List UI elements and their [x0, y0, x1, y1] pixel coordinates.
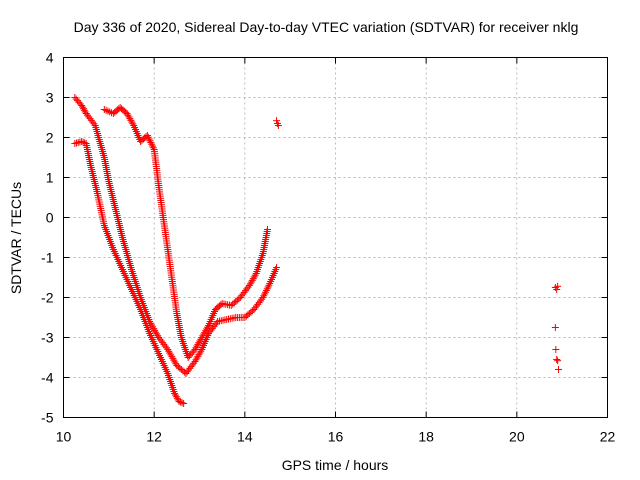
data-point: [148, 321, 156, 329]
data-point: [80, 106, 88, 114]
x-tick-label: 14: [237, 429, 253, 445]
y-tick-label: 4: [46, 50, 54, 66]
data-point: [129, 120, 137, 128]
data-point: [553, 286, 561, 293]
data-point: [165, 347, 173, 355]
y-tick-label: -2: [41, 290, 54, 306]
data-point: [274, 122, 282, 129]
data-point: [166, 349, 174, 357]
data-point: [172, 393, 180, 401]
data-point: [149, 144, 157, 152]
y-tick-label: -4: [41, 370, 54, 386]
data-point: [79, 138, 87, 146]
y-tick-label: -5: [41, 410, 54, 426]
grid: [63, 57, 608, 418]
x-tick-label: 12: [146, 429, 162, 445]
data-point: [265, 281, 273, 289]
data-point: [173, 394, 181, 402]
data-points: [71, 94, 563, 407]
data-point: [164, 346, 172, 353]
data-point: [79, 103, 87, 111]
data-point: [554, 357, 562, 365]
data-point: [263, 285, 271, 293]
data-point: [177, 398, 185, 406]
data-point: [147, 319, 155, 327]
x-tick-label: 20: [509, 429, 525, 445]
data-point: [259, 294, 267, 301]
data-point: [145, 135, 153, 143]
data-point: [171, 390, 179, 397]
data-point: [146, 318, 154, 325]
data-point: [262, 287, 270, 294]
data-point: [146, 137, 154, 145]
data-point: [555, 366, 563, 373]
data-point: [90, 120, 98, 128]
data-point: [144, 133, 152, 141]
data-point: [79, 105, 87, 113]
y-tick-label: -1: [41, 250, 54, 266]
data-point: [175, 398, 183, 405]
data-point: [262, 288, 270, 296]
data-point: [197, 347, 205, 355]
y-tick-label: 1: [46, 170, 54, 186]
data-point: [171, 358, 179, 366]
data-point: [170, 356, 178, 364]
chart-title: Day 336 of 2020, Sidereal Day-to-day VTE…: [74, 19, 579, 35]
data-point: [180, 400, 188, 407]
data-point: [148, 142, 156, 150]
data-point: [273, 264, 281, 271]
x-tick-label: 18: [418, 429, 434, 445]
y-tick-label: -3: [41, 330, 54, 346]
y-tick-label: 2: [46, 130, 54, 146]
data-point: [554, 282, 562, 290]
data-point: [78, 102, 86, 109]
data-point: [264, 283, 272, 291]
data-point: [152, 328, 160, 336]
data-point: [264, 226, 271, 233]
data-point: [178, 399, 186, 407]
data-point: [167, 351, 175, 359]
x-tick-label: 16: [328, 429, 344, 445]
data-point: [147, 139, 155, 146]
data-point: [169, 354, 177, 362]
data-point: [150, 325, 158, 333]
data-point: [143, 132, 151, 139]
data-point: [552, 346, 560, 353]
data-point: [261, 290, 269, 298]
y-axis-label: SDTVAR / TECUs: [8, 182, 24, 294]
y-tick-label: 0: [46, 210, 54, 226]
x-tick-label: 10: [56, 429, 72, 445]
data-point: [104, 107, 112, 115]
data-point: [204, 323, 212, 331]
data-point: [151, 326, 159, 334]
data-point: [171, 391, 179, 399]
data-point: [148, 140, 156, 148]
data-point: [260, 292, 268, 300]
data-point: [251, 271, 259, 279]
data-point: [553, 356, 561, 363]
data-point: [100, 106, 108, 113]
x-tick-label: 22: [600, 429, 616, 445]
data-point: [168, 353, 176, 361]
y-tick-label: 3: [46, 90, 54, 106]
x-axis-label: GPS time / hours: [282, 457, 389, 473]
data-point: [102, 106, 110, 114]
data-point: [153, 330, 161, 338]
data-point: [78, 138, 86, 145]
data-point: [551, 324, 559, 331]
data-point: [149, 323, 157, 331]
